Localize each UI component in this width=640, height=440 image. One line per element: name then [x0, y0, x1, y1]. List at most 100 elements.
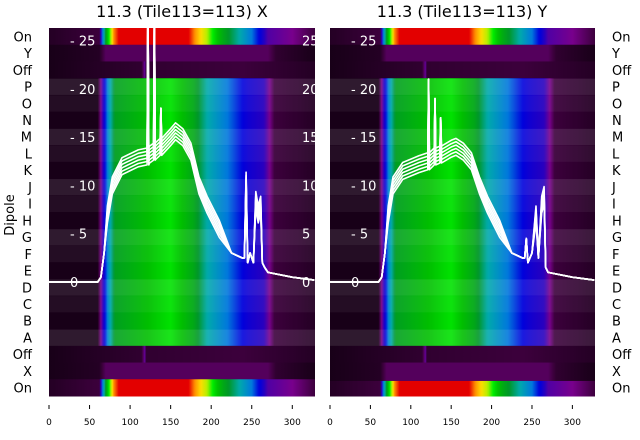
overlay-y-tick-label: - 5 — [351, 228, 368, 243]
overlay-y-tick-label: - 5 — [70, 228, 87, 243]
row-label: N — [612, 114, 622, 129]
heatmap-row — [330, 28, 595, 46]
heatmap-row — [49, 44, 315, 62]
heatmap-row — [330, 380, 595, 397]
x-tick-label: 100 — [402, 418, 419, 428]
x-tick-label: 0 — [46, 418, 52, 428]
row-label: Off — [13, 64, 33, 79]
heatmap-row — [49, 228, 315, 246]
heatmap-row — [330, 312, 595, 330]
row-label: E — [24, 265, 32, 280]
heatmap-row — [49, 262, 315, 280]
heatmap-row — [330, 44, 595, 62]
row-label: B — [23, 315, 32, 330]
row-label: D — [612, 281, 622, 296]
row-label: L — [612, 148, 620, 163]
heatmap-row — [49, 278, 315, 297]
x-tick-label: 0 — [327, 418, 333, 428]
heatmap-row — [49, 61, 315, 79]
row-label: C — [23, 298, 32, 313]
overlay-y-tick-label: 0 — [351, 276, 359, 291]
heatmap-row — [330, 212, 595, 230]
row-label: On — [14, 382, 32, 397]
heatmap-row — [49, 379, 315, 397]
row-label: Y — [23, 47, 32, 62]
row-label: F — [612, 248, 619, 263]
row-label: K — [612, 164, 621, 179]
heatmap-row — [49, 78, 315, 96]
x-tick-label: 100 — [122, 418, 139, 428]
overlay-y-tick-label: - 20 — [351, 83, 376, 98]
overlay-y-tick-label: - 10 — [351, 179, 376, 194]
overlay-y-tick-label: - 15 — [351, 131, 376, 146]
heatmap-row — [49, 245, 315, 263]
row-label: H — [22, 214, 32, 229]
x-tick-label: 300 — [564, 418, 581, 428]
row-label: C — [612, 298, 621, 313]
heatmap-row — [49, 362, 315, 380]
row-label: L — [25, 148, 33, 163]
x-tick-label: 200 — [483, 418, 500, 428]
row-label: Off — [612, 348, 632, 363]
row-label: M — [612, 131, 623, 146]
heatmap-row — [49, 195, 315, 213]
row-label: D — [22, 281, 32, 296]
overlay-y-tick-label: - 10 — [70, 179, 95, 194]
overlay-series-line — [330, 78, 595, 283]
heatmap-row — [330, 78, 595, 96]
row-label: M — [21, 131, 32, 146]
row-label: J — [611, 181, 616, 196]
overlay-y-tick-label-secondary: 20 — [302, 83, 319, 98]
x-tick-label: 150 — [162, 418, 179, 428]
heatmap-row — [49, 128, 315, 146]
heatmap-row — [330, 278, 595, 297]
x-tick-label: 200 — [203, 418, 220, 428]
x-tick-label: 150 — [443, 418, 460, 428]
overlay-y-tick-label: - 20 — [70, 83, 95, 98]
heatmap-row — [330, 295, 595, 313]
row-label: E — [612, 265, 620, 280]
row-label: On — [14, 30, 32, 45]
y-axis-label: Dipole — [3, 194, 18, 235]
overlay-series-line — [49, 28, 315, 283]
row-label: G — [22, 231, 32, 246]
row-label: Y — [611, 47, 620, 62]
heatmap-row — [330, 362, 595, 380]
heatmap-row — [330, 245, 595, 263]
row-label: Off — [612, 64, 632, 79]
overlay-y-tick-label-secondary: 10 — [302, 179, 319, 194]
row-label: H — [612, 214, 622, 229]
heatmap-row — [330, 61, 595, 79]
row-label: A — [23, 332, 32, 347]
heatmap-row — [330, 94, 595, 113]
row-label: P — [612, 81, 620, 96]
x-tick-label: 250 — [243, 418, 260, 428]
heatmap-row — [330, 262, 595, 280]
heatmap-row — [49, 111, 315, 129]
heatmap-row — [49, 145, 315, 163]
heatmap-row — [330, 128, 595, 146]
panel-x: 11.3 (Tile113=113) X On Y Off PONMLKJIHGFEDC… — [13, 2, 319, 428]
heatmap-row — [330, 111, 595, 129]
row-label: X — [612, 365, 621, 380]
x-tick-label: 250 — [523, 418, 540, 428]
row-label: J — [27, 181, 32, 196]
overlay-y-tick-label-secondary: 0 — [302, 276, 310, 291]
heatmap-row — [330, 195, 595, 213]
row-label: G — [612, 231, 622, 246]
row-label: K — [23, 164, 32, 179]
row-label: I — [612, 198, 616, 213]
heatmap-row — [330, 329, 595, 347]
heatmap-row — [49, 28, 315, 46]
row-label: A — [612, 332, 621, 347]
heatmap-row — [49, 161, 315, 180]
panel-title: 11.3 (Tile113=113) X — [96, 2, 268, 21]
row-label: X — [23, 365, 32, 380]
heatmap-row — [49, 295, 315, 313]
heatmap-row — [330, 345, 595, 364]
x-tick-label: 50 — [365, 418, 377, 428]
heatmap-row — [49, 329, 315, 347]
overlay-y-tick-label: - 25 — [351, 35, 376, 50]
row-label: O — [612, 97, 622, 112]
